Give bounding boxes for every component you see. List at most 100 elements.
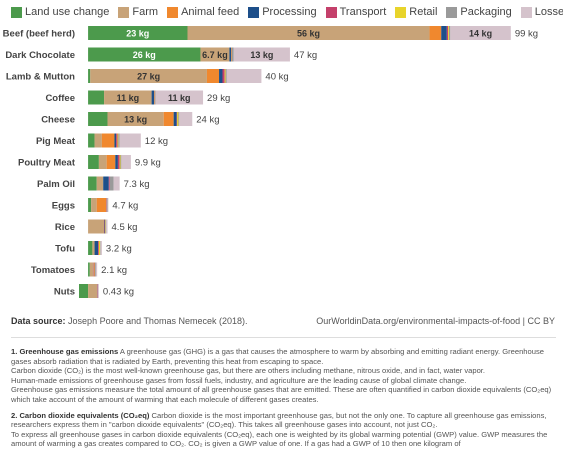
- bar-segment: [88, 262, 90, 277]
- bar-segment: [105, 219, 106, 234]
- bar-segment: [178, 112, 180, 126]
- bar-segment: [116, 133, 118, 148]
- bar-segment: [89, 262, 94, 277]
- total-label: 24 kg: [196, 115, 219, 126]
- bar-segment: [88, 176, 97, 191]
- bar-segment: [121, 155, 131, 169]
- bar-segment: [100, 241, 101, 255]
- total-label: 4.7 kg: [112, 201, 138, 212]
- bar-segment: [179, 112, 193, 126]
- bar-segment: [163, 112, 174, 126]
- total-label: 40 kg: [265, 72, 288, 83]
- data-source: Data source: Joseph Poore and Thomas Nem…: [11, 316, 247, 326]
- bar-segment: [448, 26, 450, 40]
- data-source-text: Joseph Poore and Thomas Nemecek (2018).: [68, 316, 248, 326]
- legend-item: Losses: [520, 6, 563, 18]
- bar-segment: [98, 284, 99, 298]
- segment-label: 26 kg: [133, 50, 156, 60]
- bar-segment: [91, 198, 97, 212]
- bar-segment: [88, 133, 95, 148]
- category-label: Poultry Meat: [18, 158, 76, 169]
- segment-label: 6.7 kg: [202, 50, 228, 60]
- bar-segment: [441, 26, 447, 40]
- bar-segment: [114, 133, 117, 148]
- bar-segment: [90, 69, 207, 83]
- note-1-text: A greenhouse gas (GHG) is a gas that cau…: [11, 347, 544, 366]
- note-2: 2. Carbon dioxide equivalents (CO₂eq) Ca…: [11, 411, 556, 449]
- category-label: Eggs: [52, 201, 75, 212]
- legend-swatch: [446, 6, 458, 18]
- bar-segment: [79, 284, 89, 298]
- legend-label: Land use change: [25, 6, 110, 18]
- bar-segment: [88, 47, 201, 62]
- bar-segment: [449, 26, 451, 40]
- bar-segment: [95, 262, 98, 277]
- bar-segment: [93, 262, 95, 277]
- bar-segment: [118, 133, 120, 148]
- legend-label: Animal feed: [181, 6, 240, 18]
- bar-segment: [233, 47, 290, 62]
- total-label: 4.5 kg: [112, 222, 138, 233]
- bar-segment: [104, 90, 152, 105]
- legend-label: Packaging: [460, 6, 512, 18]
- category-label: Pig Meat: [36, 136, 76, 147]
- category-label: Tomatoes: [31, 265, 75, 276]
- legend-item: Retail: [395, 6, 437, 18]
- bar-segment: [88, 219, 105, 234]
- bar-segment: [226, 69, 262, 83]
- legend-label: Transport: [339, 6, 387, 18]
- total-label: 12 kg: [145, 136, 168, 147]
- stacked-bar-chart: Beef (beef herd) 23 kg 56 kg 14 kg 99 kg Dark…: [3, 26, 538, 298]
- bar-segment: [106, 198, 107, 212]
- legend-swatch: [395, 6, 407, 18]
- legend-label: Farm: [132, 6, 159, 18]
- bar-segment: [151, 90, 155, 105]
- bar-segment: [94, 133, 102, 148]
- credit-link[interactable]: OurWorldinData.org/environmental-impacts…: [316, 316, 555, 326]
- note-1-line-2: Carbon dioxide (CO₂) is the most well-kn…: [11, 366, 486, 376]
- bar-segment: [154, 90, 155, 105]
- legend-swatch: [11, 6, 22, 18]
- bar-segment: [119, 133, 141, 148]
- total-label: 29 kg: [207, 93, 230, 104]
- bar-segment: [100, 241, 102, 255]
- bar-segment: [98, 241, 101, 255]
- notes-divider: [11, 337, 556, 338]
- bar-segment: [173, 112, 177, 126]
- bar-segment: [109, 176, 114, 191]
- total-label: 2.1 kg: [101, 265, 127, 276]
- legend-item: Animal feed: [167, 6, 239, 18]
- notes: 1. Greenhouse gas emissions A greenhouse…: [11, 347, 556, 455]
- segment-label: 23 kg: [126, 29, 149, 39]
- category-label: Palm Oil: [37, 179, 75, 190]
- legend-item: Farm: [118, 6, 158, 18]
- bar-segment: [113, 176, 120, 191]
- bar-segment: [96, 176, 104, 191]
- bar-segment: [101, 133, 115, 148]
- bar-segment: [88, 198, 92, 212]
- legend-item: Land use change: [11, 6, 109, 18]
- total-label: 99 kg: [515, 29, 538, 40]
- total-label: 9.9 kg: [135, 158, 161, 169]
- note-2-title: 2. Carbon dioxide equivalents (CO₂eq): [11, 410, 150, 420]
- legend-label: Processing: [262, 6, 317, 18]
- bar-segment: [222, 69, 225, 83]
- source-row: Data source: Joseph Poore and Thomas Nem…: [11, 316, 555, 326]
- bar-segment: [104, 219, 105, 234]
- bar-segment: [88, 90, 105, 105]
- bar-segment: [231, 47, 233, 62]
- category-label: Beef (beef herd): [3, 29, 75, 40]
- bar-segment: [97, 284, 99, 298]
- bar-segment: [231, 47, 232, 62]
- bar-segment: [187, 26, 430, 40]
- segment-label: 13 kg: [124, 115, 147, 125]
- segment-label: 56 kg: [297, 29, 320, 39]
- legend-label: Retail: [409, 6, 438, 18]
- legend: Land use change Farm Animal feed Processing…: [11, 6, 563, 18]
- bar-segment: [88, 284, 98, 298]
- bar-segment: [177, 112, 179, 126]
- bar-segment: [450, 26, 511, 40]
- note-1-line-3: Human-made emissions of greenhouse gases…: [11, 375, 467, 385]
- bar-segment: [106, 198, 108, 212]
- category-label: Nuts: [54, 287, 75, 298]
